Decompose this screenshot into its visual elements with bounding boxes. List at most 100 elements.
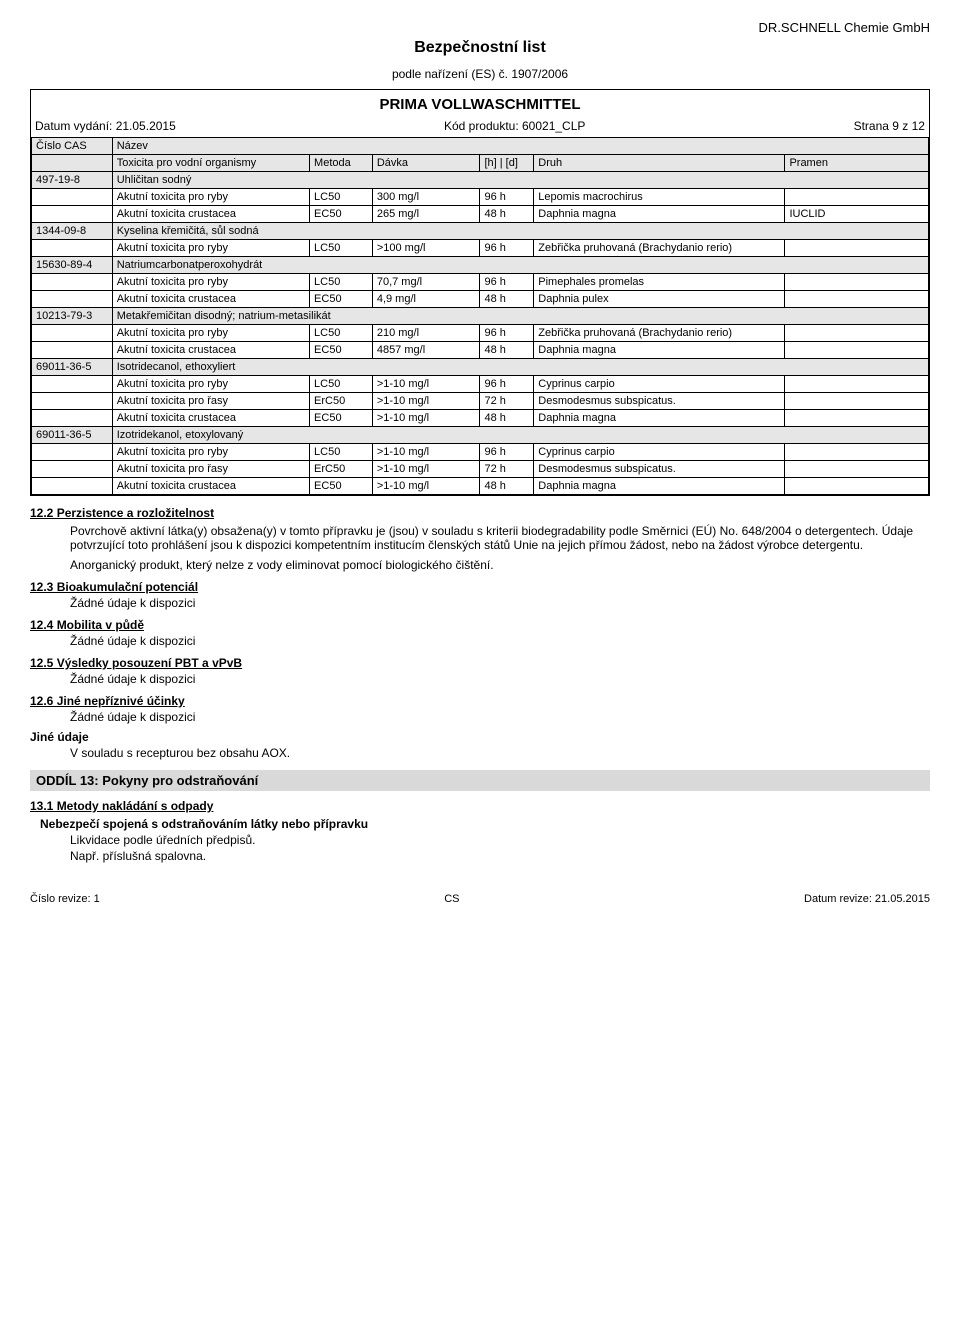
table-cell: 96 h — [480, 274, 534, 291]
table-cell: Izotridekanol, etoxylovaný — [112, 427, 928, 444]
table-cell — [785, 240, 929, 257]
table-cell: LC50 — [310, 376, 373, 393]
meta-row: Datum vydání: 21.05.2015 Kód produktu: 6… — [31, 119, 929, 133]
table-cell: LC50 — [310, 189, 373, 206]
company-name: DR.SCHNELL Chemie GmbH — [30, 20, 930, 35]
table-cell: ErC50 — [310, 461, 373, 478]
table-cell — [785, 325, 929, 342]
section-12-3-text: Žádné údaje k dispozici — [70, 596, 930, 610]
table-cell: Natriumcarbonatperoxohydrát — [112, 257, 928, 274]
section-13-1-p2: Např. příslušná spalovna. — [70, 849, 930, 863]
table-cell: Akutní toxicita crustacea — [112, 206, 309, 223]
table-cell — [32, 189, 113, 206]
jine-heading: Jiné údaje — [30, 730, 930, 744]
table-cell: Uhličitan sodný — [112, 172, 928, 189]
table-cell: 265 mg/l — [372, 206, 480, 223]
table-cell: Pramen — [785, 155, 929, 172]
table-cell: 4857 mg/l — [372, 342, 480, 359]
toxicity-table: Číslo CASNázevToxicita pro vodní organis… — [31, 137, 929, 495]
table-cell: 210 mg/l — [372, 325, 480, 342]
table-cell: EC50 — [310, 478, 373, 495]
table-cell: 69011-36-5 — [32, 427, 113, 444]
table-cell: >1-10 mg/l — [372, 410, 480, 427]
table-cell — [785, 342, 929, 359]
table-cell: Daphnia magna — [534, 410, 785, 427]
table-cell: Akutní toxicita crustacea — [112, 410, 309, 427]
table-cell: EC50 — [310, 206, 373, 223]
section-13-1-sub: Nebezpečí spojená s odstraňováním látky … — [40, 817, 930, 831]
table-cell: Akutní toxicita pro řasy — [112, 393, 309, 410]
section-12-5-text: Žádné údaje k dispozici — [70, 672, 930, 686]
table-cell: Cyprinus carpio — [534, 376, 785, 393]
table-cell: >1-10 mg/l — [372, 376, 480, 393]
footer-right: Datum revize: 21.05.2015 — [804, 893, 930, 905]
table-cell: 96 h — [480, 189, 534, 206]
table-cell — [32, 274, 113, 291]
table-cell: 70,7 mg/l — [372, 274, 480, 291]
section-13-bar: ODDÍL 13: Pokyny pro odstraňování — [30, 770, 930, 791]
table-cell: 96 h — [480, 376, 534, 393]
table-cell: Metakřemičitan disodný; natrium-metasili… — [112, 308, 928, 325]
table-cell — [785, 478, 929, 495]
table-cell: 10213-79-3 — [32, 308, 113, 325]
table-cell — [32, 325, 113, 342]
table-cell: IUCLID — [785, 206, 929, 223]
table-cell — [32, 478, 113, 495]
table-cell: EC50 — [310, 410, 373, 427]
table-cell: Akutní toxicita crustacea — [112, 291, 309, 308]
table-cell: Metoda — [310, 155, 373, 172]
section-12-4-text: Žádné údaje k dispozici — [70, 634, 930, 648]
table-cell: Akutní toxicita crustacea — [112, 478, 309, 495]
table-cell: 497-19-8 — [32, 172, 113, 189]
product-code: Kód produktu: 60021_CLP — [444, 119, 585, 133]
table-cell: Daphnia magna — [534, 206, 785, 223]
table-cell: LC50 — [310, 240, 373, 257]
table-cell: Lepomis macrochirus — [534, 189, 785, 206]
table-cell: LC50 — [310, 274, 373, 291]
table-cell — [785, 189, 929, 206]
table-cell: EC50 — [310, 342, 373, 359]
table-cell: Dávka — [372, 155, 480, 172]
table-cell — [785, 393, 929, 410]
table-cell: Zebřička pruhovaná (Brachydanio rerio) — [534, 325, 785, 342]
table-cell: 48 h — [480, 291, 534, 308]
table-cell: 15630-89-4 — [32, 257, 113, 274]
table-cell — [32, 393, 113, 410]
date-issued: Datum vydání: 21.05.2015 — [35, 119, 176, 133]
table-cell: Daphnia pulex — [534, 291, 785, 308]
section-12-2-heading: 12.2 Perzistence a rozložitelnost — [30, 506, 930, 520]
table-cell — [785, 376, 929, 393]
table-cell: >1-10 mg/l — [372, 461, 480, 478]
table-cell — [785, 274, 929, 291]
footer-center: CS — [444, 893, 459, 905]
section-13-1-heading: 13.1 Metody nakládání s odpady — [30, 799, 930, 813]
footer-left: Číslo revize: 1 — [30, 893, 100, 905]
table-cell: >100 mg/l — [372, 240, 480, 257]
page-footer: Číslo revize: 1 CS Datum revize: 21.05.2… — [30, 893, 930, 905]
table-cell: 48 h — [480, 478, 534, 495]
jine-text: V souladu s recepturou bez obsahu AOX. — [70, 746, 930, 760]
table-cell: Akutní toxicita pro ryby — [112, 444, 309, 461]
table-cell: Akutní toxicita pro ryby — [112, 189, 309, 206]
table-cell: ErC50 — [310, 393, 373, 410]
main-content-box: PRIMA VOLLWASCHMITTEL Datum vydání: 21.0… — [30, 89, 930, 496]
section-12-4-heading: 12.4 Mobilita v půdě — [30, 618, 930, 632]
table-cell: LC50 — [310, 325, 373, 342]
section-12-6-heading: 12.6 Jiné nepříznivé účinky — [30, 694, 930, 708]
document-title: Bezpečnostní list — [30, 39, 930, 57]
table-cell — [785, 444, 929, 461]
section-12-5-heading: 12.5 Výsledky posouzení PBT a vPvB — [30, 656, 930, 670]
table-cell — [32, 410, 113, 427]
section-12-6-text: Žádné údaje k dispozici — [70, 710, 930, 724]
table-cell: 96 h — [480, 444, 534, 461]
table-cell: Desmodesmus subspicatus. — [534, 461, 785, 478]
table-cell: 4,9 mg/l — [372, 291, 480, 308]
table-cell: EC50 — [310, 291, 373, 308]
table-cell: Daphnia magna — [534, 342, 785, 359]
table-cell: >1-10 mg/l — [372, 478, 480, 495]
table-cell: Akutní toxicita pro řasy — [112, 461, 309, 478]
table-cell: 48 h — [480, 206, 534, 223]
table-cell — [32, 342, 113, 359]
table-cell — [785, 410, 929, 427]
table-cell: Pimephales promelas — [534, 274, 785, 291]
